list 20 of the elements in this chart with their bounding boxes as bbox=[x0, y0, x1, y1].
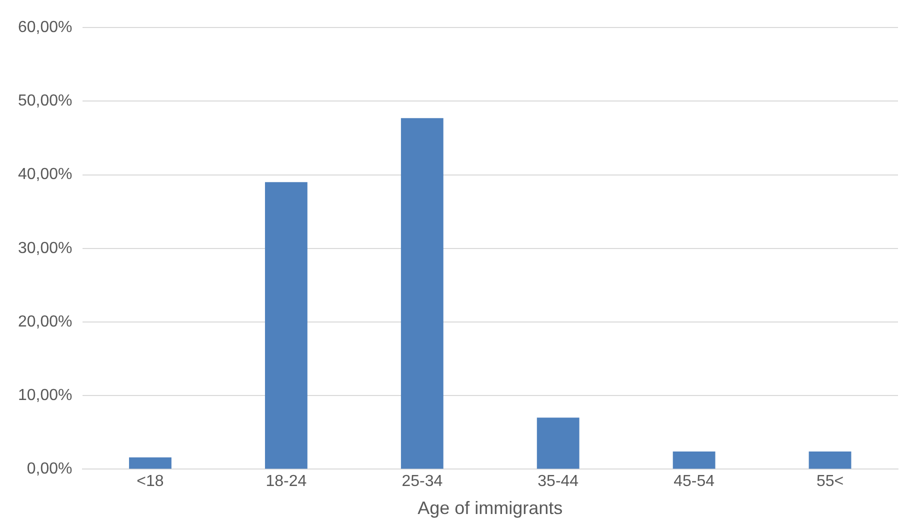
bar bbox=[264, 182, 308, 469]
bar bbox=[129, 457, 172, 469]
x-axis-title: Age of immigrants bbox=[418, 498, 563, 518]
y-tick-label: 30,00% bbox=[18, 240, 72, 257]
bar bbox=[400, 118, 444, 469]
y-tick-label: 40,00% bbox=[18, 166, 72, 184]
bar bbox=[808, 452, 852, 469]
x-tick-label: 18-24 bbox=[266, 473, 307, 490]
y-tick-label: 50,00% bbox=[18, 92, 72, 110]
y-tick-label: 0,00% bbox=[26, 460, 72, 478]
y-tick-label: 20,00% bbox=[18, 313, 72, 330]
bar bbox=[672, 452, 716, 469]
x-tick-label: 55< bbox=[816, 473, 844, 490]
x-tick-label: 45-54 bbox=[674, 473, 715, 490]
x-tick-label: 35-44 bbox=[538, 473, 579, 490]
x-tick-label: 25-34 bbox=[402, 473, 443, 490]
x-tick-label: <18 bbox=[136, 473, 164, 490]
y-tick-label: 10,00% bbox=[18, 387, 72, 404]
y-tick-label: 60,00% bbox=[18, 19, 72, 36]
bar bbox=[536, 418, 580, 469]
